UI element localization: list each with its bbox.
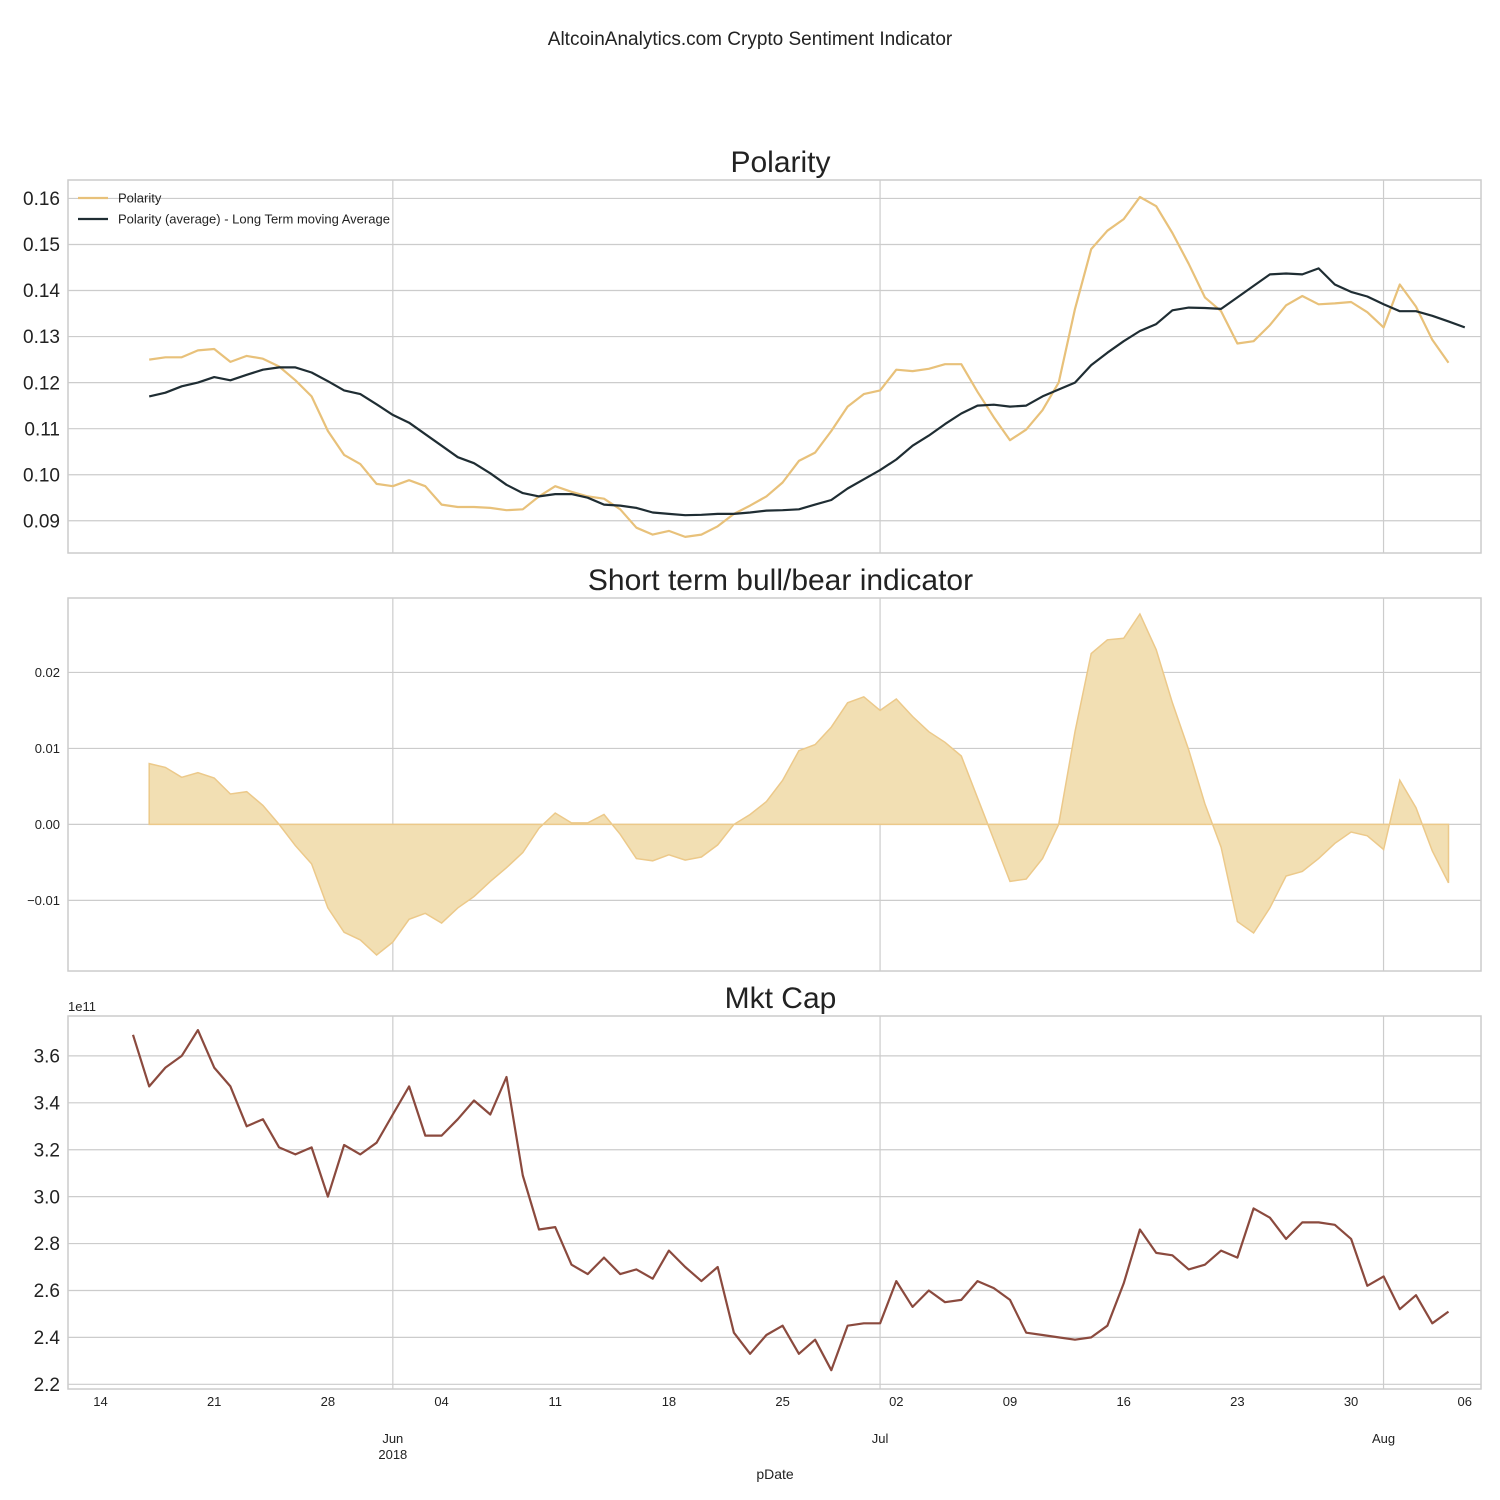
y-tick-label: 0.02	[35, 665, 60, 680]
y-tick-label: 0.11	[24, 419, 60, 440]
y-tick-label: 0.15	[23, 235, 60, 256]
x-tick-label: 14	[93, 1394, 107, 1409]
series-line-2	[148, 267, 1466, 517]
x-tick-label: 04	[434, 1394, 448, 1409]
y-tick-label: 3.0	[34, 1187, 60, 1208]
x-major-tick-label: Jul	[872, 1431, 889, 1446]
area-fill	[148, 612, 1450, 956]
y-tick-label: 0.10	[23, 465, 60, 486]
y-tick-label: 0.01	[35, 741, 60, 756]
x-tick-label: 11	[548, 1394, 562, 1409]
y-tick-label: 2.4	[34, 1328, 61, 1349]
x-major-tick-label: Aug	[1372, 1431, 1395, 1446]
x-tick-label: 30	[1344, 1394, 1358, 1409]
x-tick-label: 06	[1458, 1394, 1472, 1409]
y-tick-label: 0.13	[23, 327, 60, 348]
y-tick-label: 2.6	[34, 1281, 60, 1302]
x-tick-label: 28	[321, 1394, 335, 1409]
panel-title: Short term bull/bear indicator	[588, 564, 973, 597]
y-offset-label: 1e11	[68, 999, 96, 1014]
axes-frame	[67, 597, 1482, 972]
x-major-tick-label: Jun	[382, 1431, 403, 1446]
plot-area	[68, 598, 1481, 971]
x-major-tick-sublabel: 2018	[378, 1447, 407, 1462]
series-line-1	[149, 195, 1450, 538]
y-tick-label: 0.16	[23, 189, 60, 210]
figure-suptitle: AltcoinAnalytics.com Crypto Sentiment In…	[548, 29, 953, 50]
panel-title: Polarity	[730, 146, 830, 179]
y-tick-label: 0.12	[23, 373, 60, 394]
y-tick-label: 3.4	[34, 1093, 61, 1114]
x-tick-label: 09	[1003, 1394, 1017, 1409]
legend-label: Polarity (average) - Long Term moving Av…	[118, 212, 390, 227]
x-tick-label: 25	[775, 1394, 789, 1409]
panel-3: 2.2 2.4 2.6 2.8 3.0 3.2 3.4 3.6 Mkt Cap 1e11	[34, 982, 1482, 1396]
plot-area	[68, 1016, 1481, 1389]
y-tick-label: 3.2	[34, 1140, 60, 1161]
axes-frame	[67, 1015, 1482, 1390]
y-tick-label: 0.00	[35, 817, 60, 832]
x-tick-label: 16	[1116, 1394, 1130, 1409]
y-tick-label: 0.14	[23, 281, 60, 302]
y-tick-label: 0.09	[23, 511, 60, 532]
series-line-1	[131, 1029, 1450, 1372]
panel-2: −0.01 0.00 0.01 0.02 Short term bull/bear in…	[27, 564, 1482, 972]
legend: Polarity Polarity (average) - Long Term m…	[78, 191, 390, 227]
legend-label: Polarity	[118, 191, 162, 206]
subplots: 0.09 0.10 0.11 0.12 0.13 0.14 0.15 0.16 Polarity…	[23, 146, 1482, 1462]
x-tick-label: 02	[889, 1394, 903, 1409]
y-tick-label: 3.6	[34, 1047, 60, 1068]
x-tick-label: 21	[207, 1394, 221, 1409]
y-tick-label: 2.2	[34, 1375, 60, 1396]
x-tick-label: 18	[662, 1394, 676, 1409]
y-tick-label: −0.01	[27, 893, 60, 908]
y-tick-label: 2.8	[34, 1234, 60, 1255]
panel-title: Mkt Cap	[725, 982, 837, 1015]
panel-1: 0.09 0.10 0.11 0.12 0.13 0.14 0.15 0.16 Polarity…	[23, 146, 1482, 554]
x-tick-label: 23	[1230, 1394, 1244, 1409]
axes-frame	[67, 179, 1482, 554]
x-axis-label: pDate	[756, 1466, 794, 1482]
